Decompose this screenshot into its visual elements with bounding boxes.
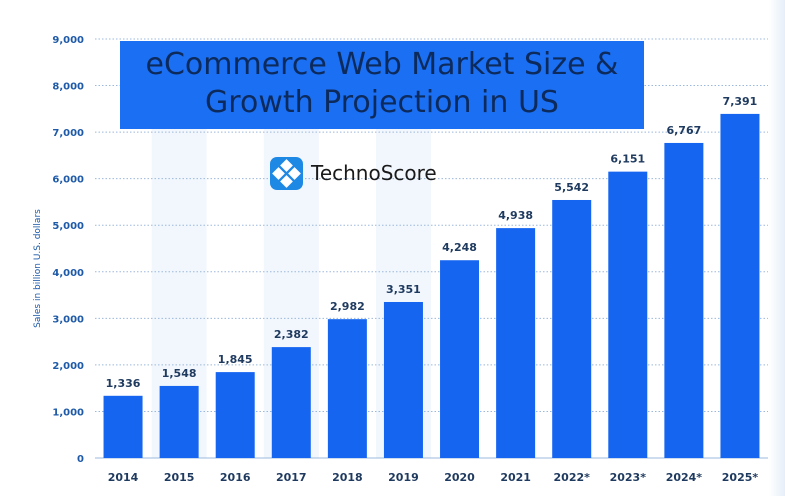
- value-label: 2,382: [274, 328, 309, 341]
- x-tick-label: 2019: [388, 471, 419, 484]
- bar-2016: [215, 372, 255, 458]
- bar-2025*: [720, 113, 760, 458]
- y-tick-label: 0: [77, 454, 84, 465]
- y-tick-label: 1,000: [52, 407, 84, 418]
- x-tick-label: 2024*: [666, 471, 703, 484]
- bar-2017: [271, 347, 311, 458]
- x-tick-label: 2018: [332, 471, 363, 484]
- value-label: 1,548: [162, 367, 197, 380]
- technoscore-logo-icon: [270, 156, 303, 190]
- bar-2022*: [552, 199, 592, 458]
- value-label: 1,845: [218, 353, 253, 366]
- x-tick-label: 2020: [444, 471, 475, 484]
- value-label: 4,938: [498, 209, 533, 222]
- x-tick-label: 2016: [220, 471, 251, 484]
- value-label: 3,351: [386, 283, 421, 296]
- bar-2014: [103, 395, 143, 458]
- bar-2024*: [664, 142, 704, 458]
- chart-title-line-1: eCommerce Web Market Size &: [145, 47, 619, 82]
- y-tick-label: 6,000: [52, 175, 84, 186]
- bar-2018: [327, 319, 367, 458]
- y-tick-label: 3,000: [52, 314, 84, 325]
- value-label: 7,391: [723, 95, 758, 108]
- bar-2015: [159, 385, 199, 458]
- value-label: 6,767: [666, 124, 701, 137]
- value-label: 4,248: [442, 241, 477, 254]
- value-label: 1,336: [106, 377, 141, 390]
- y-tick-label: 9,000: [52, 35, 84, 46]
- y-tick-label: 2,000: [52, 361, 84, 372]
- bar-2023*: [608, 171, 648, 458]
- bar-2019: [383, 301, 423, 458]
- x-tick-label: 2015: [164, 471, 195, 484]
- value-label: 6,151: [610, 153, 645, 166]
- chart-title-line-2: Growth Projection in US: [205, 85, 559, 120]
- x-tick-label: 2022*: [554, 471, 591, 484]
- y-tick-label: 8,000: [52, 82, 84, 93]
- x-tick-label: 2021: [500, 471, 531, 484]
- x-tick-label: 2023*: [610, 471, 647, 484]
- brand-name: TechnoScore: [311, 161, 437, 185]
- x-tick-label: 2017: [276, 471, 307, 484]
- page-edge-shadow: [769, 0, 785, 496]
- value-label: 2,982: [330, 300, 365, 313]
- value-label: 5,542: [554, 181, 589, 194]
- chart-title-box: eCommerce Web Market Size & Growth Proje…: [120, 41, 644, 129]
- y-tick-label: 4,000: [52, 268, 84, 279]
- bar-2020: [440, 260, 480, 458]
- y-axis-label: Sales in billion U.S. dollars: [33, 209, 43, 328]
- y-tick-label: 7,000: [52, 128, 84, 139]
- x-tick-label: 2025*: [722, 471, 759, 484]
- bar-2021: [496, 228, 536, 458]
- y-tick-label: 5,000: [52, 221, 84, 232]
- x-tick-label: 2014: [108, 471, 139, 484]
- brand-logo: TechnoScore: [270, 155, 437, 191]
